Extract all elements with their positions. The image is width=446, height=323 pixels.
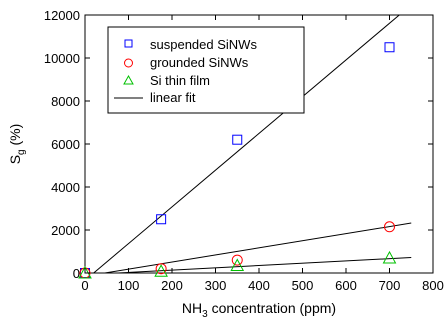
data-point-triangle bbox=[382, 250, 397, 264]
legend-square-marker bbox=[124, 39, 133, 48]
legend-label-suspended: suspended SiNWs bbox=[150, 37, 257, 52]
legend-triangle-marker bbox=[123, 74, 134, 85]
data-point-square bbox=[384, 42, 395, 53]
x-tick-label: 100 bbox=[118, 278, 140, 293]
x-tick-label: 400 bbox=[248, 278, 270, 293]
y-tick-label: 0 bbox=[73, 266, 80, 281]
fit-line bbox=[92, 15, 401, 273]
y-tick-label: 12000 bbox=[44, 8, 80, 23]
x-tick-label: 500 bbox=[292, 278, 314, 293]
fit-line bbox=[108, 256, 412, 273]
x-tick-label: 300 bbox=[205, 278, 227, 293]
legend-label-thin-film: Si thin film bbox=[150, 73, 210, 88]
x-tick-label: 200 bbox=[161, 278, 183, 293]
x-tick-label: 600 bbox=[335, 278, 357, 293]
y-tick-label: 10000 bbox=[44, 51, 80, 66]
x-tick-label: 700 bbox=[379, 278, 401, 293]
legend-box bbox=[107, 26, 305, 114]
x-axis-ticks: 0 100 200 300 400 500 600 700 800 bbox=[81, 15, 444, 293]
y-tick-label: 6000 bbox=[51, 137, 80, 152]
y-axis-title: Sg (%) bbox=[7, 124, 27, 165]
data-point-triangle bbox=[154, 264, 168, 277]
x-axis-title: NH3 concentration (ppm) bbox=[182, 300, 336, 320]
data-point-square bbox=[156, 214, 167, 225]
y-axis-ticks: 0 2000 4000 6000 8000 10000 12000 bbox=[44, 8, 433, 281]
x-tick-label: 0 bbox=[81, 278, 88, 293]
y-tick-label: 2000 bbox=[51, 223, 80, 238]
legend-label-grounded: grounded SiNWs bbox=[150, 55, 249, 70]
data-point-circle bbox=[231, 254, 243, 266]
legend: suspended SiNWs grounded SiNWs Si thin f… bbox=[107, 26, 305, 114]
fit-line bbox=[101, 222, 412, 273]
x-tick-label: 800 bbox=[422, 278, 444, 293]
legend-label-linear-fit: linear fit bbox=[150, 90, 196, 105]
data-point-square bbox=[232, 134, 243, 145]
data-point-circle bbox=[384, 221, 395, 233]
data-point-circle bbox=[155, 263, 167, 275]
y-tick-label: 8000 bbox=[51, 94, 80, 109]
fit-lines bbox=[92, 15, 412, 273]
data-point-triangle bbox=[230, 258, 245, 271]
legend-circle-marker bbox=[124, 58, 133, 68]
y-tick-label: 4000 bbox=[51, 180, 80, 195]
